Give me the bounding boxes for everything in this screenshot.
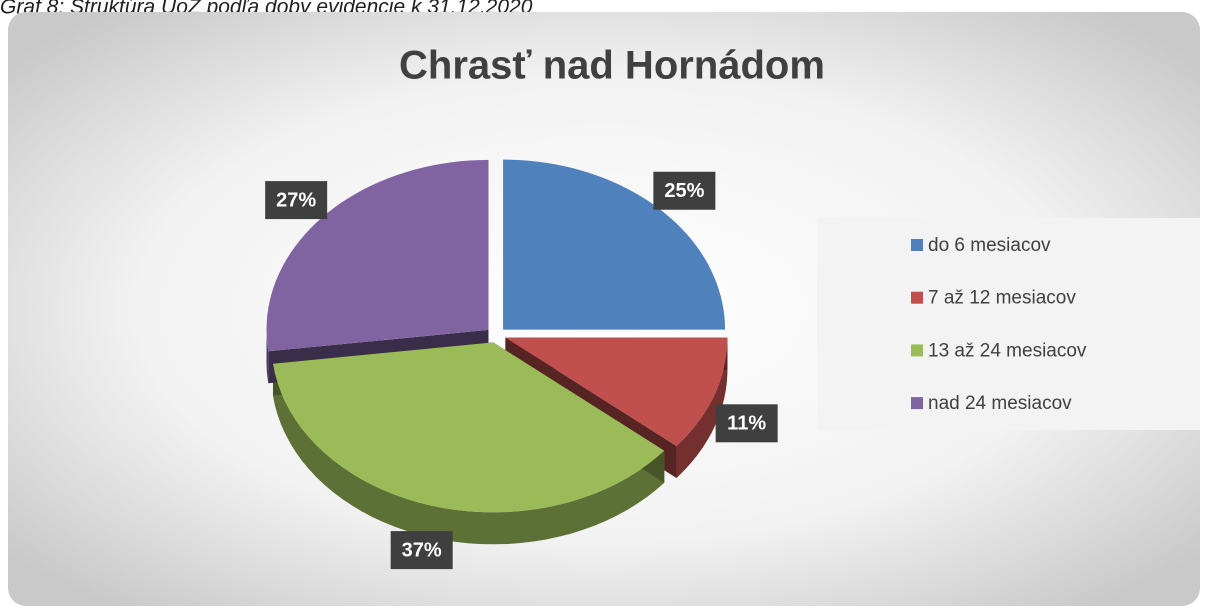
legend-swatch xyxy=(911,239,923,251)
data-label: 25% xyxy=(664,180,704,202)
legend-label: 13 až 24 mesiacov xyxy=(928,340,1087,361)
slice xyxy=(273,342,665,513)
data-label: 27% xyxy=(276,189,316,211)
data-label-box xyxy=(715,404,778,443)
slice xyxy=(505,337,728,446)
legend-swatch xyxy=(911,291,923,304)
data-label: 37% xyxy=(402,539,442,561)
legend-label: 7 až 12 mesiacov xyxy=(928,288,1076,309)
data-label-box xyxy=(265,181,328,220)
slice xyxy=(266,159,489,352)
data-label-box xyxy=(390,531,453,570)
legend-swatch xyxy=(911,397,923,410)
legend-swatch xyxy=(911,344,923,357)
chart-title: Chrasť nad Hornádom xyxy=(399,44,825,88)
slice-side xyxy=(266,329,269,384)
legend xyxy=(817,218,1200,430)
data-label: 11% xyxy=(727,413,766,435)
legend-label: do 6 mesiacov xyxy=(928,235,1051,256)
slice xyxy=(503,159,726,330)
data-label-box xyxy=(653,171,716,210)
legend-label: nad 24 mesiacov xyxy=(928,393,1072,414)
slice-side xyxy=(273,363,665,545)
slice-side xyxy=(676,337,728,478)
